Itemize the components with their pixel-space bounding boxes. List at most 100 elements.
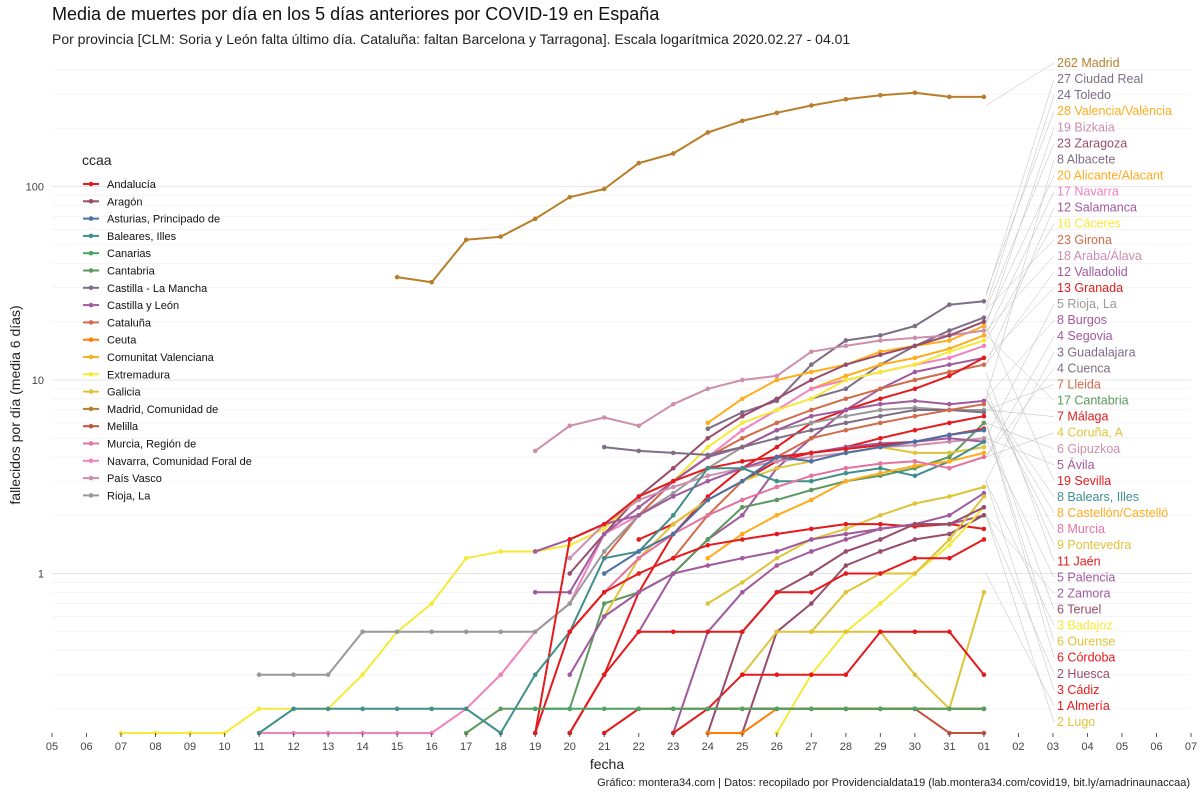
series-point bbox=[705, 420, 711, 426]
legend-entry: Aragón bbox=[83, 196, 142, 208]
series-point bbox=[429, 601, 434, 606]
series-point bbox=[705, 494, 711, 499]
series-point bbox=[912, 463, 918, 469]
legend-swatch-point bbox=[88, 337, 94, 343]
end-label: 17 Cantabria bbox=[985, 335, 1129, 408]
series-point bbox=[567, 423, 573, 429]
x-tick-label: 11 bbox=[253, 741, 264, 753]
y-tick-label: 1 bbox=[38, 569, 44, 581]
series-point bbox=[981, 319, 987, 325]
series-point bbox=[843, 549, 849, 554]
series-point bbox=[947, 706, 952, 712]
series-point bbox=[670, 478, 676, 484]
series-point bbox=[498, 234, 503, 239]
series-point bbox=[740, 504, 745, 510]
legend-entry: Canarias bbox=[83, 248, 152, 260]
series-point bbox=[809, 487, 814, 493]
chart-subtitle: Por provincia [CLM: Soria y León falta ú… bbox=[52, 31, 851, 47]
end-label: 16 Cáceres bbox=[985, 217, 1121, 341]
x-tick-label: 05 bbox=[1116, 741, 1128, 753]
x-tick-label: 13 bbox=[322, 741, 334, 753]
leader-line bbox=[985, 422, 1055, 449]
end-label: 3 Badajoz bbox=[985, 481, 1113, 633]
end-label: 2 Lugo bbox=[985, 515, 1095, 729]
legend-label: Asturias, Principado de bbox=[107, 214, 220, 226]
series-line bbox=[535, 399, 984, 594]
series-point bbox=[705, 563, 711, 568]
end-label-text: 2 Huesca bbox=[1057, 667, 1110, 681]
legend-label: Rioja, La bbox=[107, 490, 151, 502]
legend-swatch-point bbox=[88, 354, 94, 360]
series-point bbox=[981, 362, 987, 367]
end-label-text: 8 Murcia bbox=[1057, 522, 1105, 536]
series-point bbox=[947, 420, 952, 426]
series-25 bbox=[705, 484, 987, 606]
series-point bbox=[498, 549, 503, 554]
leader-line bbox=[985, 481, 1055, 626]
leader-line bbox=[985, 239, 1055, 311]
series-point bbox=[740, 459, 745, 464]
series-point bbox=[912, 439, 918, 444]
end-label-text: 17 Navarra bbox=[1057, 185, 1119, 199]
leader-line bbox=[985, 432, 1055, 458]
legend-swatch-point bbox=[88, 285, 94, 291]
series-point bbox=[636, 555, 642, 561]
series-point bbox=[601, 521, 607, 527]
end-label-text: 1 Almería bbox=[1057, 699, 1110, 713]
series-point bbox=[843, 420, 849, 426]
series-line bbox=[810, 334, 985, 390]
series-point bbox=[947, 94, 952, 100]
leader-line bbox=[985, 175, 1055, 322]
series-point bbox=[809, 396, 814, 402]
series-point bbox=[705, 130, 711, 135]
series-21 bbox=[532, 426, 987, 736]
series-line bbox=[604, 409, 984, 456]
series-point bbox=[532, 706, 538, 712]
series-point bbox=[947, 349, 952, 354]
x-tick-label: 30 bbox=[909, 741, 921, 753]
legend-label: Castilla y León bbox=[107, 300, 179, 312]
series-point bbox=[809, 706, 814, 712]
series-point bbox=[601, 526, 607, 532]
series-point bbox=[809, 629, 814, 635]
series-point bbox=[740, 427, 745, 433]
leader-line bbox=[985, 422, 1055, 658]
series-line bbox=[603, 446, 985, 618]
legend-entry: Ceuta bbox=[83, 335, 137, 347]
series-point bbox=[774, 549, 780, 554]
series-point bbox=[740, 435, 745, 441]
series-point bbox=[947, 454, 952, 460]
series-point bbox=[981, 410, 987, 415]
legend-entry: Cantabria bbox=[83, 266, 156, 278]
legend-label: Melilla bbox=[107, 421, 139, 433]
series-point bbox=[532, 549, 538, 554]
y-tick-label: 100 bbox=[26, 181, 44, 193]
series-point bbox=[947, 432, 952, 438]
leader-line bbox=[985, 143, 1055, 311]
series-point bbox=[774, 589, 780, 595]
x-tick-label: 14 bbox=[357, 741, 369, 753]
legend-swatch-point bbox=[88, 389, 94, 394]
legend-entry: Castilla y León bbox=[83, 300, 179, 312]
series-point bbox=[878, 338, 883, 343]
series-point bbox=[912, 473, 918, 479]
series-point bbox=[912, 442, 918, 448]
legend-swatch-point bbox=[88, 199, 94, 204]
series-2 bbox=[809, 315, 987, 402]
series-point bbox=[947, 401, 952, 407]
series-point bbox=[912, 355, 918, 361]
legend-swatch-point bbox=[88, 406, 94, 412]
series-point bbox=[774, 484, 780, 490]
series-point bbox=[981, 420, 987, 426]
end-label-text: 27 Ciudad Real bbox=[1057, 72, 1143, 86]
series-point bbox=[878, 526, 883, 532]
series-point bbox=[981, 526, 987, 532]
series-point bbox=[878, 537, 883, 542]
series-point bbox=[291, 706, 296, 712]
series-point bbox=[740, 555, 745, 561]
series-point bbox=[705, 386, 711, 392]
series-point bbox=[774, 629, 780, 635]
end-label-text: 4 Cuenca bbox=[1057, 361, 1111, 375]
series-point bbox=[601, 549, 607, 554]
series-point bbox=[774, 459, 780, 464]
